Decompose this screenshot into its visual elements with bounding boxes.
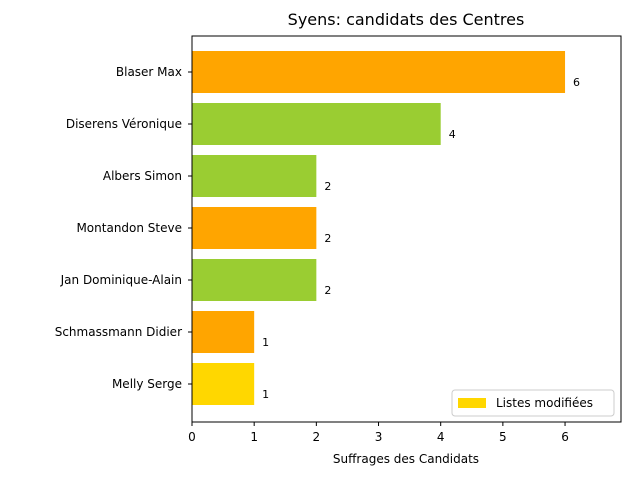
legend-swatch <box>458 398 486 408</box>
y-tick-label: Jan Dominique-Alain <box>60 273 182 287</box>
bars-group <box>192 51 566 405</box>
y-tick-label: Melly Serge <box>112 377 182 391</box>
y-tick-label: Schmassmann Didier <box>55 325 182 339</box>
x-tick-label: 0 <box>188 430 196 444</box>
legend: Listes modifiées <box>451 389 615 417</box>
bar-3 <box>192 207 317 249</box>
bar-2 <box>192 155 317 197</box>
bar-value-label: 6 <box>573 76 580 89</box>
bar-value-label: 1 <box>262 388 269 401</box>
y-tick-label: Albers Simon <box>103 169 182 183</box>
bar-4 <box>192 259 317 301</box>
x-axis-label: Suffrages des Candidats <box>333 452 479 466</box>
x-tick-label: 1 <box>250 430 258 444</box>
bar-value-label: 2 <box>324 284 331 297</box>
bar-value-label: 1 <box>262 336 269 349</box>
bar-1 <box>192 103 441 145</box>
bar-0 <box>192 51 566 93</box>
x-axis-ticks: 0 1 2 3 4 5 6 <box>188 422 569 444</box>
y-tick-label: Montandon Steve <box>76 221 182 235</box>
y-axis-ticks: Blaser Max Diserens Véronique Albers Simon… <box>55 65 192 391</box>
bar-5 <box>192 311 255 353</box>
chart-title: Syens: candidats des Centres <box>288 10 525 29</box>
y-tick-label: Blaser Max <box>116 65 182 79</box>
legend-label: Listes modifiées <box>496 396 593 410</box>
plot-frame <box>191 35 622 423</box>
bar-value-label: 4 <box>449 128 456 141</box>
x-tick-label: 4 <box>437 430 445 444</box>
x-tick-label: 3 <box>375 430 383 444</box>
bar-labels-group: 6 4 2 2 2 1 1 <box>262 76 580 401</box>
x-tick-label: 2 <box>313 430 321 444</box>
legend-box <box>451 389 615 417</box>
x-tick-label: 6 <box>561 430 569 444</box>
bar-value-label: 2 <box>324 180 331 193</box>
bar-value-label: 2 <box>324 232 331 245</box>
x-tick-label: 5 <box>499 430 507 444</box>
bar-6 <box>192 363 255 405</box>
y-tick-label: Diserens Véronique <box>66 117 182 131</box>
